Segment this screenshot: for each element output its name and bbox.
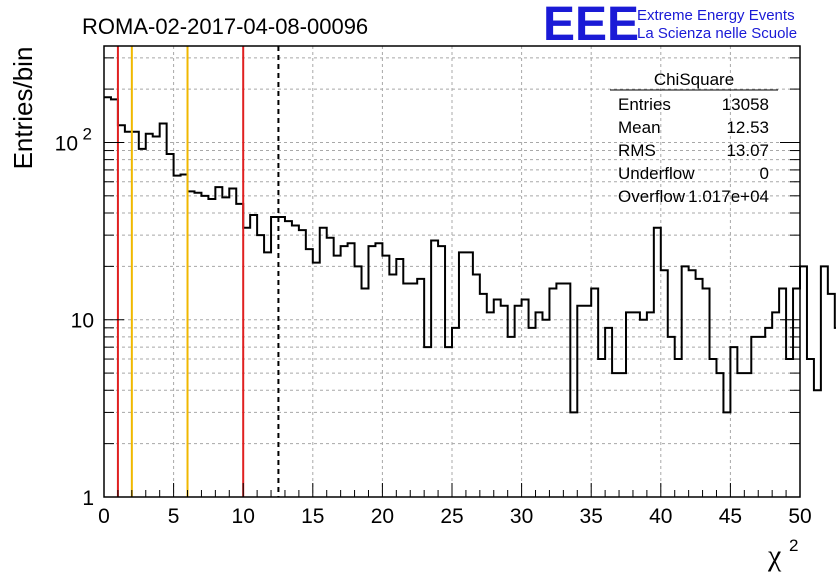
y-axis-label: Entries/bin xyxy=(8,47,38,170)
x-tick-label: 20 xyxy=(371,505,394,528)
x-tick-label: 35 xyxy=(580,505,603,528)
stats-row-value: 12.53 xyxy=(726,118,769,137)
y-tick-label: 10 xyxy=(71,310,94,333)
y-tick-label: 1 xyxy=(82,487,94,510)
x-tick-label: 5 xyxy=(168,505,180,528)
stats-row-label: Overflow xyxy=(618,187,686,206)
chart-title: ROMA-02-2017-04-08-00096 xyxy=(82,14,368,39)
stats-row-label: RMS xyxy=(618,141,656,160)
histogram-bars xyxy=(104,96,836,414)
stats-row-value: 0 xyxy=(760,164,769,183)
stats-title: ChiSquare xyxy=(654,70,734,89)
y-tick-label-exponent: 2 xyxy=(83,124,92,143)
logo-mark: EEE xyxy=(543,0,639,51)
stats-row-label: Entries xyxy=(618,95,671,114)
x-tick-label: 10 xyxy=(232,505,255,528)
x-tick-label: 50 xyxy=(788,505,811,528)
stats-box: ChiSquare Entries 13058 Mean 12.53 RMS 1… xyxy=(610,70,778,206)
x-tick-labels: 0 5 10 15 20 25 30 35 40 45 50 xyxy=(98,505,812,528)
histogram-outline xyxy=(104,96,836,414)
stats-row-value: 13058 xyxy=(722,95,769,114)
axis-ticks xyxy=(103,57,801,498)
logo-line-1: Extreme Energy Events xyxy=(637,7,795,24)
x-axis-label-superscript: 2 xyxy=(789,536,798,555)
x-tick-label: 25 xyxy=(440,505,463,528)
eee-logo: EEE Extreme Energy Events La Scienza nel… xyxy=(543,0,797,51)
y-tick-label: 10 xyxy=(55,132,78,155)
reference-lines xyxy=(116,46,280,497)
x-tick-label: 15 xyxy=(301,505,324,528)
stats-row-value: 13.07 xyxy=(726,141,769,160)
x-axis-label-symbol: χ xyxy=(767,539,782,572)
logo-line-2: La Scienza nelle Scuole xyxy=(637,25,797,42)
x-tick-label: 40 xyxy=(649,505,672,528)
x-tick-label: 30 xyxy=(510,505,533,528)
x-tick-label: 45 xyxy=(719,505,742,528)
y-tick-labels: 1 10 10 2 xyxy=(55,124,94,510)
stats-row-label: Underflow xyxy=(618,164,695,183)
stats-row-label: Mean xyxy=(618,118,661,137)
stats-row-value: 1.017e+04 xyxy=(688,187,769,206)
x-axis-label: χ 2 xyxy=(767,536,798,572)
x-tick-label: 0 xyxy=(98,505,110,528)
